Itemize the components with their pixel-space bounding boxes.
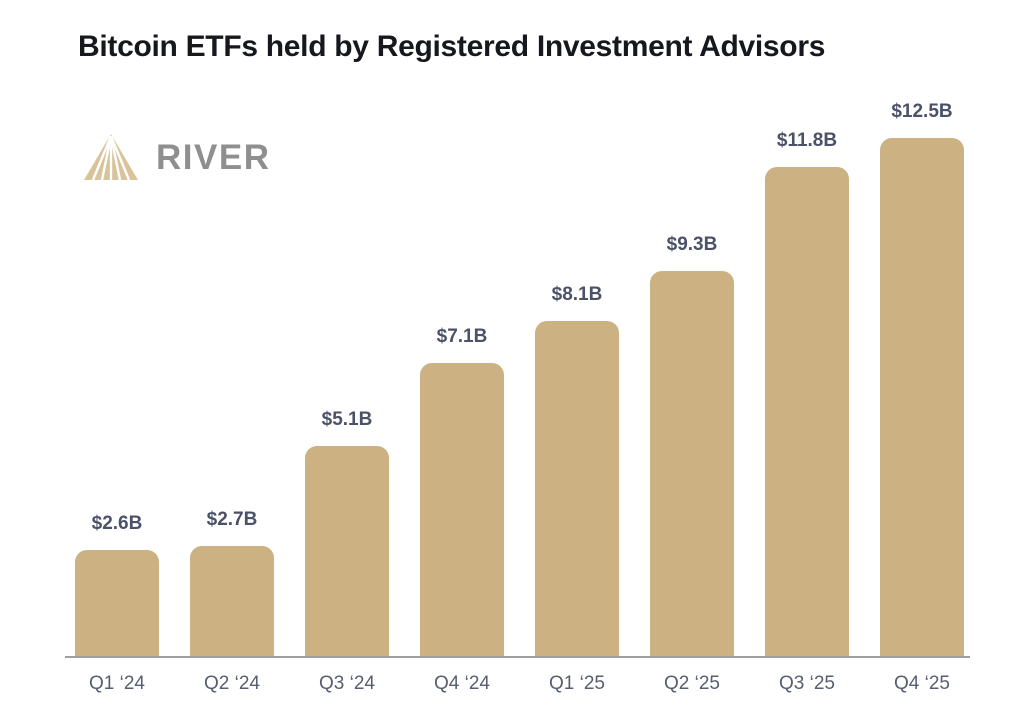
bar — [190, 546, 274, 658]
bar — [75, 550, 159, 658]
x-axis-tick-label: Q1 ‘25 — [549, 673, 605, 694]
bar-value-label: $8.1B — [551, 284, 603, 305]
chart-title: Bitcoin ETFs held by Registered Investme… — [78, 30, 826, 63]
bar — [650, 271, 734, 658]
bar-value-label: $7.1B — [436, 326, 488, 347]
bar — [535, 321, 619, 658]
bar — [420, 363, 504, 658]
bar-value-label: $12.5B — [891, 101, 953, 122]
bar — [880, 138, 964, 658]
bar-value-label: $11.8B — [776, 130, 838, 151]
x-axis-tick-label: Q3 ‘25 — [779, 673, 835, 694]
x-axis-tick-label: Q2 ‘25 — [664, 673, 720, 694]
river-logo-text: RIVER — [156, 137, 271, 177]
bar-value-label: $5.1B — [321, 409, 373, 430]
x-axis-tick-label: Q1 ‘24 — [89, 673, 145, 694]
x-axis-tick-label: Q3 ‘24 — [319, 673, 375, 694]
x-axis-tick-label: Q4 ‘25 — [894, 673, 950, 694]
bar — [765, 167, 849, 658]
river-mountain-icon — [82, 132, 140, 182]
bar — [305, 446, 389, 658]
x-axis-tick-label: Q2 ‘24 — [204, 673, 260, 694]
x-axis-tick-label: Q4 ‘24 — [434, 673, 490, 694]
bar-value-label: $2.6B — [91, 513, 143, 534]
x-axis-line — [65, 656, 970, 658]
river-logo: RIVER — [82, 132, 270, 182]
bar-value-label: $2.7B — [206, 509, 258, 530]
bar-value-label: $9.3B — [666, 234, 718, 255]
